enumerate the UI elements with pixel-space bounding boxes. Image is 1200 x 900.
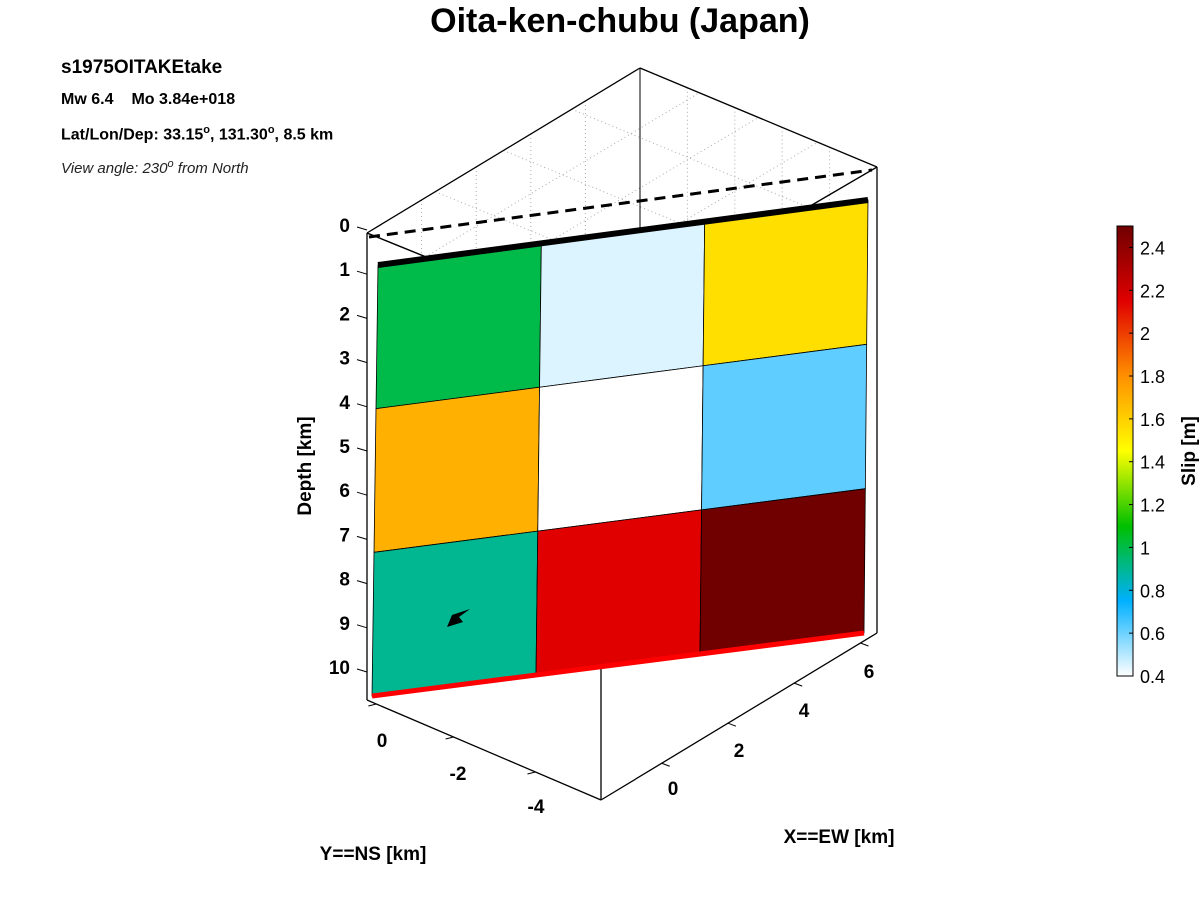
chart-title: Oita-ken-chubu (Japan) <box>430 2 810 40</box>
fault-bottom-edge <box>371 630 865 699</box>
grid-line <box>414 68 640 252</box>
degree-mark: o <box>203 124 210 136</box>
view-angle-suffix: from North <box>173 160 249 177</box>
depth-tick <box>356 359 368 364</box>
colorbar-tick-label: 2.2 <box>1140 281 1165 301</box>
slip-patch <box>701 343 868 511</box>
slip-patch <box>699 488 866 655</box>
location-line: Lat/Lon/Dep: 33.15o, 131.30o, 8.5 km <box>61 124 333 144</box>
degree-mark: o <box>167 158 174 170</box>
colorbar <box>1116 225 1134 677</box>
colorbar-tick-label: 0.6 <box>1140 624 1165 644</box>
event-id: s1975OITAKEtake <box>61 57 223 78</box>
ew-tick-label: 2 <box>734 741 745 762</box>
surface-projection-line <box>368 168 873 239</box>
depth-tick-label: 5 <box>339 437 350 458</box>
slip-patch <box>373 386 540 553</box>
view-angle: View angle: 230 <box>61 160 168 177</box>
ew-tick <box>661 762 670 767</box>
slip-patch <box>375 242 542 410</box>
ns-tick <box>527 771 536 775</box>
ew-tick <box>727 722 737 727</box>
fault-top-edge <box>377 197 869 268</box>
depth-tick <box>356 668 368 673</box>
depth-tick-label: 6 <box>339 481 350 502</box>
colorbar-tick-label: 1.6 <box>1140 410 1165 430</box>
colorbar-tick-label: 1.2 <box>1140 496 1165 516</box>
slip-patch <box>702 199 869 367</box>
ew-tick <box>860 642 869 647</box>
ns-tick-label: -2 <box>450 764 467 785</box>
colorbar-label: Slip [m] <box>1179 416 1200 486</box>
depth-axis-label: Depth [km] <box>295 416 316 515</box>
colorbar-tick-label: 0.8 <box>1140 581 1165 601</box>
ew-tick-label: 0 <box>668 779 679 800</box>
magnitude-line: Mw 6.4 Mo 3.84e+018 <box>61 91 235 109</box>
depth-tick-label: 2 <box>339 304 350 325</box>
mw-label: Mw 6.4 <box>61 91 114 108</box>
ns-tick <box>445 736 454 740</box>
depth-tick <box>356 535 368 540</box>
depth-tick <box>356 314 368 319</box>
ew-axis-label: X==EW [km] <box>784 827 895 848</box>
colorbar-tick-label: 1.4 <box>1140 453 1165 473</box>
slip-patch <box>537 365 704 532</box>
ns-tick-label: 0 <box>377 731 388 752</box>
depth-tick-label: 3 <box>339 349 350 370</box>
slip-patch <box>535 509 702 676</box>
depth-tick-label: 9 <box>339 614 350 635</box>
depth-tick-label: 4 <box>339 393 350 414</box>
slip-vector-icon <box>447 609 470 627</box>
slip-patch <box>539 221 706 388</box>
depth-tick <box>356 403 368 408</box>
colorbar-tick-label: 0.4 <box>1140 667 1165 687</box>
degree-mark: o <box>267 124 275 136</box>
depth-tick <box>356 447 368 452</box>
location-lon: , 131.30 <box>209 126 268 144</box>
colorbar-tick-label: 2 <box>1140 324 1150 344</box>
depth-tick-label: 1 <box>339 260 350 281</box>
ns-tick-label: -4 <box>528 797 545 818</box>
view-angle-line: View angle: 230o from North <box>61 158 249 177</box>
ew-tick-label: 6 <box>864 662 875 683</box>
colorbar-tick-label: 2.4 <box>1140 238 1165 258</box>
box-edge <box>366 67 641 234</box>
colorbar-tick-label: 1 <box>1140 538 1150 558</box>
box-edge <box>600 632 878 801</box>
slip-patch <box>371 530 539 697</box>
depth-tick <box>356 491 368 496</box>
ns-axis-label: Y==NS [km] <box>320 844 427 865</box>
location-lat: Lat/Lon/Dep: 33.15 <box>61 126 204 144</box>
depth-tick-label: 8 <box>339 570 350 591</box>
ew-tick-label: 4 <box>799 701 810 722</box>
box-edge <box>366 699 602 801</box>
depth-tick-label: 10 <box>329 658 350 679</box>
box-edge <box>639 67 878 168</box>
mo-label: Mo 3.84e+018 <box>131 91 236 108</box>
depth-tick <box>356 580 368 585</box>
depth-tick <box>356 624 368 629</box>
colorbar-tick-label: 1.8 <box>1140 367 1165 387</box>
location-depth: , 8.5 km <box>274 126 334 144</box>
depth-tick <box>356 226 368 231</box>
depth-tick <box>356 270 368 275</box>
fault-plane <box>371 199 869 697</box>
ns-tick <box>368 703 377 707</box>
depth-tick-label: 0 <box>339 216 350 237</box>
ew-tick <box>794 682 803 687</box>
depth-tick-label: 7 <box>339 525 350 546</box>
